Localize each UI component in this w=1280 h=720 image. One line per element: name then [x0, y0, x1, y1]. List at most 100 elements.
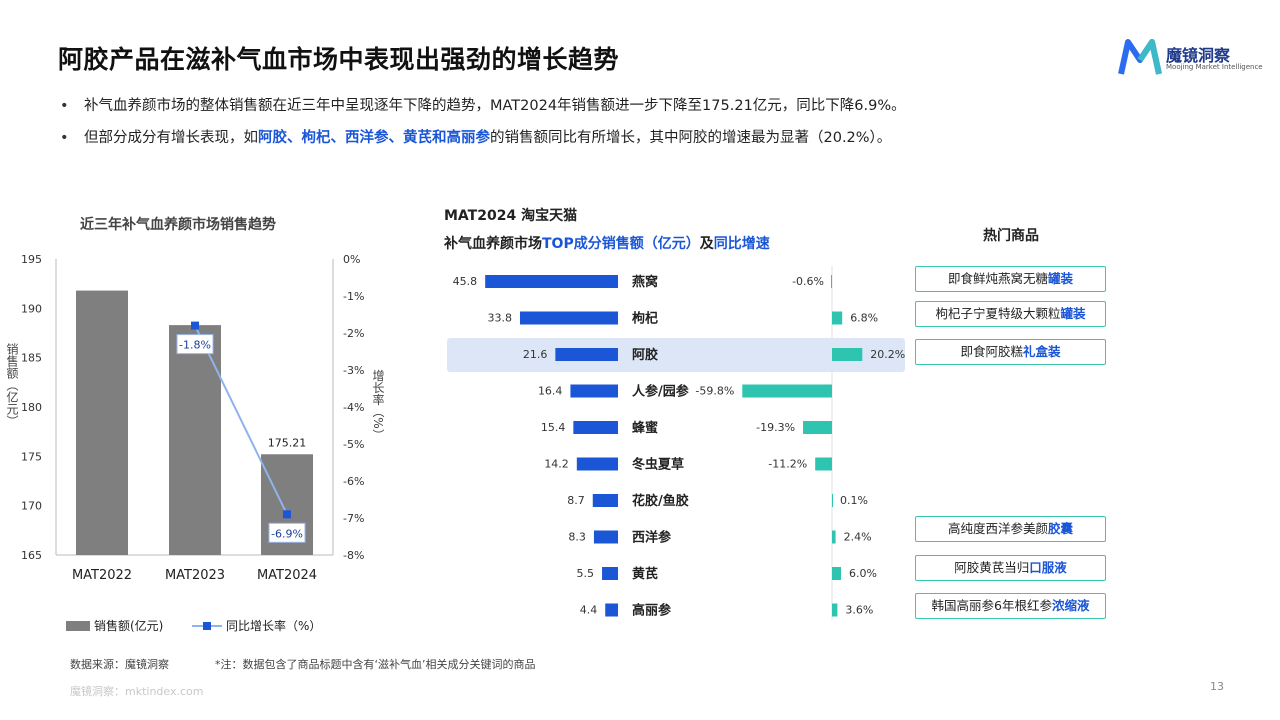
ingredient-label: 燕窝 [632, 274, 658, 290]
ingredient-label: 黄芪 [632, 566, 658, 582]
sales-bar [485, 275, 618, 288]
hot-product-item: 韩国高丽参6年根红参浓缩液 [915, 593, 1106, 619]
page-number: 13 [1210, 680, 1224, 693]
sales-bar [593, 530, 618, 544]
left-y-tick: 190 [21, 302, 42, 315]
sales-trend-chart: 195 190 185 180 175 170 165 0% -1% -2% -3% -4% -5% -6… [5, 253, 385, 633]
x-tick-label: MAT2023 [165, 568, 225, 583]
right-y-tick: -5% [343, 438, 364, 451]
x-tick-label: MAT2022 [72, 568, 132, 583]
mid-header-line1: MAT2024 淘宝天猫 [444, 208, 578, 224]
bullet-1-text: 补气血养颜市场的整体销售额在近三年中呈现逐年下降的趋势，MAT2024年销售额进… [84, 98, 906, 114]
sales-data-label: 14.2 [544, 458, 569, 471]
sales-bar [519, 311, 618, 325]
sales-data-label: 15.4 [541, 421, 566, 434]
ingredient-label: 花胶/鱼胶 [632, 493, 689, 509]
data-note: *注：数据包含了商品标题中含有‘滋补气血’相关成分关键词的商品 [215, 658, 536, 671]
growth-data-label: -6.9% [271, 527, 303, 540]
growth-bar [832, 530, 836, 544]
sales-bar [576, 457, 618, 471]
growth-bar [742, 384, 832, 398]
page-title: 阿胶产品在滋补气血市场中表现出强劲的增长趋势 [58, 45, 620, 74]
hot-product-item: 即食鲜炖燕窝无糖罐装 [915, 266, 1106, 292]
hot-product-item: 即食阿胶糕礼盒装 [915, 339, 1106, 365]
hot-product-item: 阿胶黄芪当归口服液 [915, 555, 1106, 581]
growth-point [283, 510, 291, 519]
growth-data-label: -11.2% [768, 458, 807, 471]
growth-data-label: 2.4% [844, 531, 872, 544]
legend-bar-label: 销售额(亿元) [94, 618, 163, 633]
sales-bar [570, 384, 618, 398]
legend-bar-swatch [66, 621, 90, 631]
left-chart-title: 近三年补气血养颜市场销售趋势 [80, 217, 276, 233]
logo-name-en: Moojing Market Intelligence [1166, 63, 1263, 71]
growth-point [191, 321, 199, 330]
left-y-axis-label: 销售额（亿元） [5, 343, 19, 427]
ingredient-label: 西洋参 [632, 530, 672, 546]
growth-data-label: 6.8% [850, 312, 878, 325]
x-tick-label: MAT2024 [257, 568, 317, 583]
growth-data-label: 6.0% [849, 567, 877, 580]
growth-data-label: 20.2% [870, 348, 905, 361]
sales-data-label: 4.4 [580, 604, 598, 617]
bullet-1: 补气血养颜市场的整体销售额在近三年中呈现逐年下降的趋势，MAT2024年销售额进… [60, 96, 1240, 128]
sales-bar [602, 567, 618, 580]
growth-data-label: 3.6% [845, 604, 873, 617]
growth-bar [815, 457, 832, 471]
bullet-2-highlight: 阿胶、枸杞、西洋参、黄芪和高丽参 [258, 130, 490, 146]
moojing-m-logo-icon [1118, 39, 1162, 75]
legend-line-marker [203, 622, 211, 630]
hot-product-name: 阿胶黄芪当归 [954, 560, 1030, 575]
sales-bar [169, 325, 221, 555]
right-y-axis-label: 增长率（%） [371, 369, 385, 441]
hot-product-name: 即食鲜炖燕窝无糖 [947, 271, 1048, 286]
left-y-tick: 180 [21, 401, 42, 414]
sales-data-label: 33.8 [487, 312, 512, 325]
left-y-tick: 165 [21, 549, 42, 562]
ingredient-label: 蜂蜜 [632, 420, 658, 436]
sales-bar [76, 290, 128, 555]
growth-line [194, 325, 288, 515]
highlight-row-bg [447, 338, 905, 372]
bar-data-label: 175.21 [268, 436, 307, 449]
hot-products-title: 热门商品 [983, 228, 1039, 244]
sales-data-label: 45.8 [453, 275, 478, 288]
right-y-tick: -6% [343, 475, 364, 488]
growth-data-label: -59.8% [695, 385, 734, 398]
ingredient-sales-chart: 45.8 燕窝 -0.6% 33.8 枸杞 6.8% 21.6 阿胶 20.2% 16.4 人参/园… [447, 266, 905, 620]
growth-data-label: -0.6% [792, 275, 824, 288]
mid-header-part-b: TOP成分销售额（亿元） [542, 236, 700, 252]
hot-product-item: 高纯度西洋参美颜胶囊 [915, 516, 1106, 542]
sales-bar [555, 348, 618, 361]
left-y-tick: 170 [21, 500, 42, 513]
right-y-tick: -8% [343, 549, 364, 562]
right-y-tick: -4% [343, 401, 364, 414]
bullet-2-text-c: 的销售额同比有所增长，其中阿胶的增速最为显著（20.2%）。 [490, 130, 892, 146]
data-source: 数据来源：魔镜洞察 [70, 658, 169, 671]
ingredient-label: 冬虫夏草 [632, 457, 684, 473]
hot-product-name: 韩国高丽参6年根红参 [931, 598, 1052, 613]
sales-data-label: 8.7 [567, 494, 585, 507]
hot-product-format: 礼盒装 [1023, 344, 1061, 359]
left-y-tick: 175 [21, 450, 42, 463]
growth-bar [832, 494, 833, 507]
growth-bar [832, 311, 843, 325]
hot-product-format: 口服液 [1029, 560, 1067, 575]
growth-label-box [176, 334, 214, 355]
right-y-tick: -2% [343, 327, 364, 340]
sales-data-label: 21.6 [523, 348, 548, 361]
left-y-tick: 185 [21, 352, 42, 365]
right-y-tick: -1% [343, 290, 364, 303]
growth-bar [803, 421, 832, 434]
bullet-2-text-a: 但部分成分有增长表现，如 [84, 130, 258, 146]
sales-bar [573, 421, 618, 434]
hot-product-format: 浓缩液 [1051, 598, 1090, 613]
mid-header-part-d: 同比增速 [713, 236, 770, 252]
logo-name-cn: 魔镜洞察 [1166, 46, 1231, 65]
ingredient-label: 人参/园参 [632, 384, 690, 400]
hot-product-name: 枸杞子宁夏特级大颗粒 [935, 306, 1061, 321]
sales-data-label: 16.4 [538, 385, 563, 398]
hot-product-name: 高纯度西洋参美颜 [947, 521, 1048, 536]
sales-bar [605, 603, 618, 617]
growth-bar [832, 348, 863, 361]
